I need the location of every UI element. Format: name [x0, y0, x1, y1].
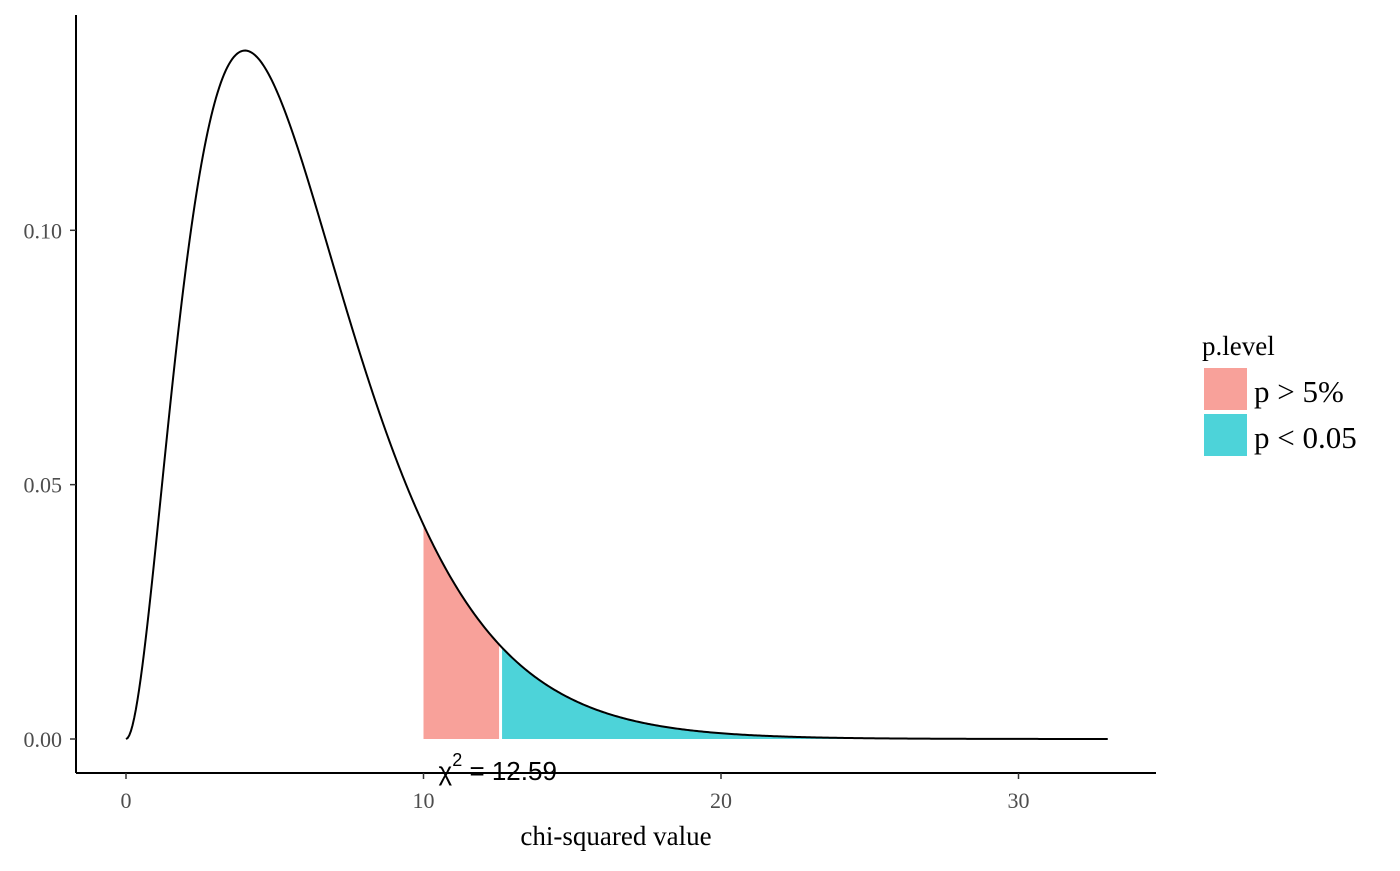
annotation-chi-symbol: χ [439, 756, 453, 786]
critical-value-annotation: χ2 = 12.59 [439, 750, 557, 786]
legend-label-p-greater-5: p > 5% [1254, 374, 1344, 409]
legend: p.level p > 5% p < 0.05 [1202, 331, 1357, 456]
legend-key-p-greater-5 [1204, 368, 1247, 410]
legend-label-p-less-005: p < 0.05 [1254, 420, 1357, 455]
y-tick-label: 0.10 [24, 218, 63, 243]
x-tick-label: 20 [710, 788, 732, 813]
y-axis-ticks: 0.00 0.05 0.10 [24, 218, 76, 752]
x-tick-label: 30 [1008, 788, 1030, 813]
annotation-value: = 12.59 [462, 756, 557, 786]
area-p-greater-5 [423, 524, 501, 739]
x-axis-ticks: 0 10 20 30 [121, 773, 1030, 813]
legend-title: p.level [1202, 331, 1275, 361]
x-tick-label: 0 [121, 788, 132, 813]
area-p-less-005 [500, 645, 930, 739]
x-tick-label: 10 [413, 788, 435, 813]
y-tick-label: 0.05 [24, 473, 63, 498]
shaded-areas [423, 524, 930, 739]
annotation-superscript: 2 [452, 750, 462, 770]
density-curve [125, 49, 1108, 740]
y-tick-label: 0.00 [24, 727, 63, 752]
x-axis-title: chi-squared value [520, 821, 711, 851]
legend-key-p-less-005 [1204, 414, 1247, 456]
